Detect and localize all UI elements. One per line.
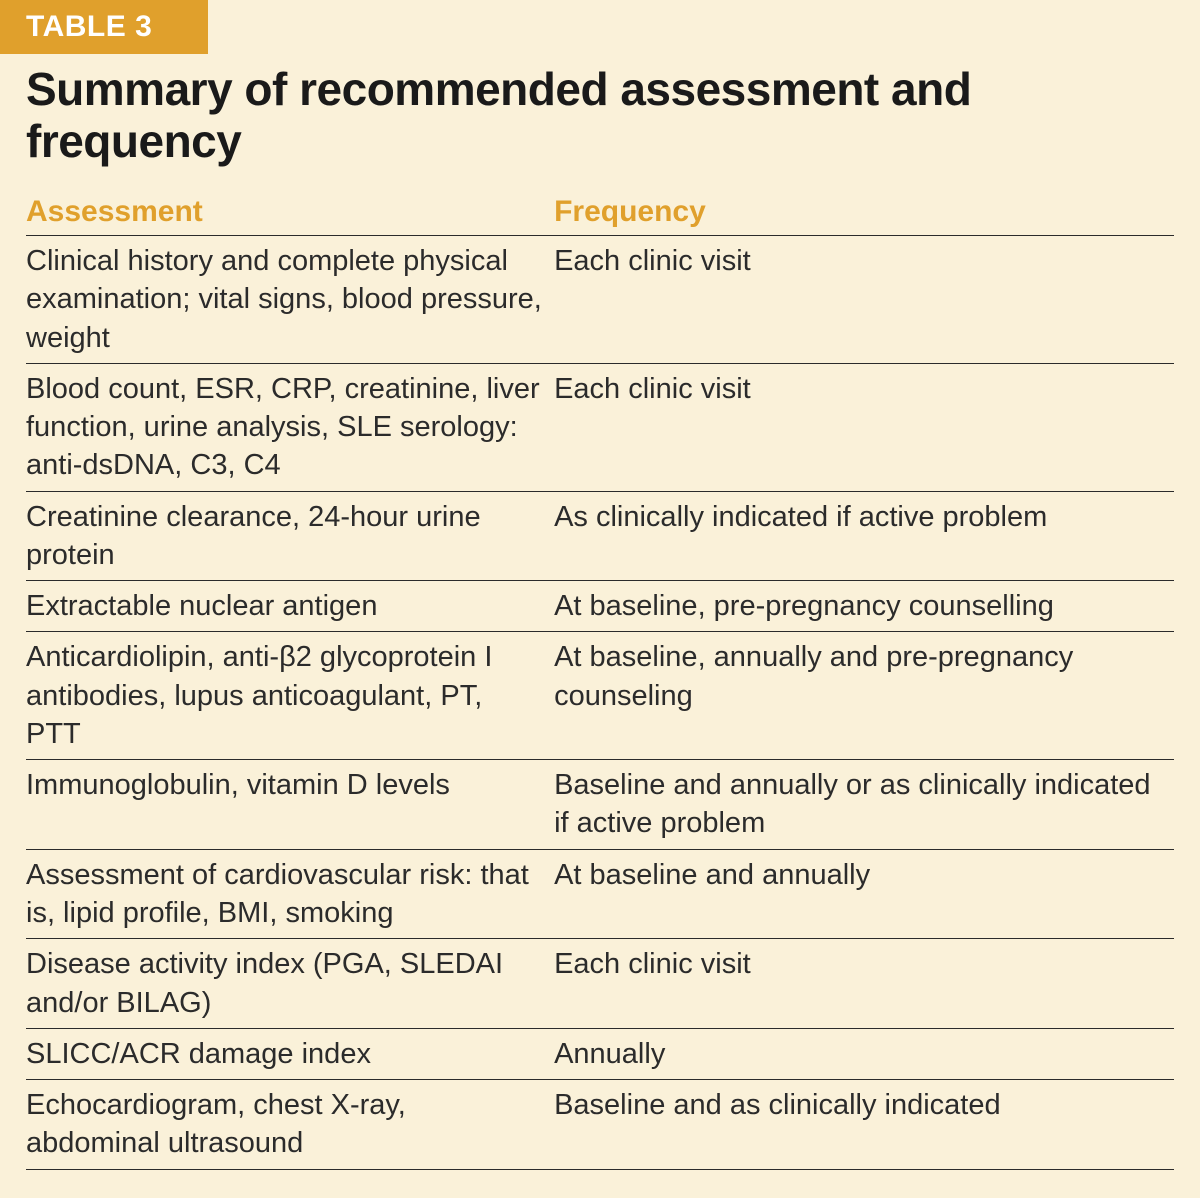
col-header-assessment: Assessment [26,191,554,236]
cell-assessment: Echocardiogram, chest X-ray, abdominal u… [26,1080,554,1170]
cell-frequency: Each clinic visit [554,939,1174,1029]
cell-assessment: Anticardiolipin, anti-β2 glycoprotein I … [26,632,554,760]
cell-frequency: At baseline and annually [554,849,1174,939]
table-row: Disease activity index (PGA, SLEDAI and/… [26,939,1174,1029]
cell-frequency: Each clinic visit [554,363,1174,491]
cell-frequency: Baseline and annually or as clinically i… [554,760,1174,850]
table-row: Immunoglobulin, vitamin D levelsBaseline… [26,760,1174,850]
cell-frequency: As clinically indicated if active proble… [554,491,1174,581]
cell-assessment: Extractable nuclear antigen [26,581,554,632]
table-row: Assessment of cardiovascular risk: that … [26,849,1174,939]
cell-frequency: At baseline, annually and pre-pregnancy … [554,632,1174,760]
cell-assessment: Assessment of cardiovascular risk: that … [26,849,554,939]
table-row: Clinical history and complete physical e… [26,236,1174,364]
table-badge: TABLE 3 [0,0,208,54]
col-header-frequency: Frequency [554,191,1174,236]
cell-assessment: Disease activity index (PGA, SLEDAI and/… [26,939,554,1029]
cell-assessment: Clinical history and complete physical e… [26,236,554,364]
table-row: Echocardiogram, chest X-ray, abdominal u… [26,1080,1174,1170]
cell-assessment: Blood count, ESR, CRP, creatinine, liver… [26,363,554,491]
table-row: SLICC/ACR damage indexAnnually [26,1028,1174,1079]
table-header-row: Assessment Frequency [26,191,1174,236]
cell-frequency: Each clinic visit [554,236,1174,364]
table-row: Blood count, ESR, CRP, creatinine, liver… [26,363,1174,491]
cell-assessment: Immunoglobulin, vitamin D levels [26,760,554,850]
cell-frequency: Baseline and as clinically indicated [554,1080,1174,1170]
table-panel: TABLE 3 Summary of recommended assessmen… [0,0,1200,1198]
table-title: Summary of recommended assessment and fr… [0,54,1200,191]
cell-assessment: SLICC/ACR damage index [26,1028,554,1079]
cell-assessment: Creatinine clearance, 24-hour urine prot… [26,491,554,581]
table-row: Creatinine clearance, 24-hour urine prot… [26,491,1174,581]
table-body: Clinical history and complete physical e… [26,236,1174,1170]
assessment-table: Assessment Frequency Clinical history an… [26,191,1174,1170]
cell-frequency: Annually [554,1028,1174,1079]
table-row: Extractable nuclear antigenAt baseline, … [26,581,1174,632]
table-badge-label: TABLE 3 [26,10,152,43]
cell-frequency: At baseline, pre-pregnancy counselling [554,581,1174,632]
table-row: Anticardiolipin, anti-β2 glycoprotein I … [26,632,1174,760]
